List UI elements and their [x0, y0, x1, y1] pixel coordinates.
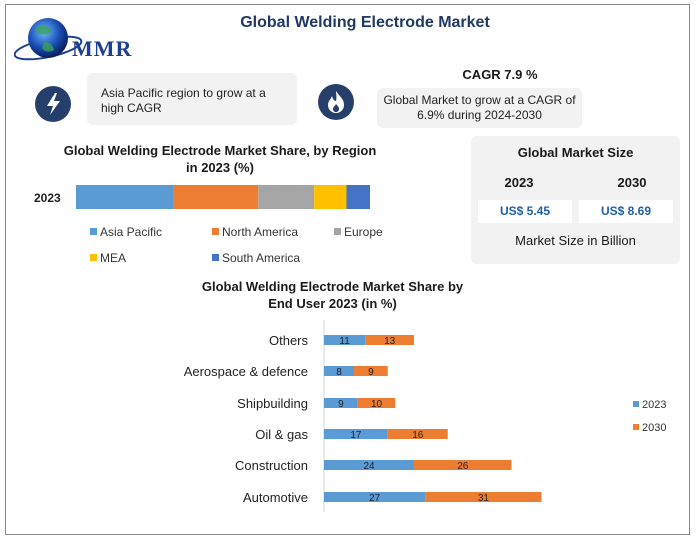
- bar-segment-europe: [258, 185, 315, 209]
- asia-callout: Asia Pacific region to grow at a high CA…: [87, 73, 297, 125]
- data-label-shipbuilding-2030: 10: [371, 399, 383, 410]
- bar-oil-gas-2023: [324, 429, 388, 439]
- data-label-automotive-2023: 27: [369, 493, 381, 504]
- legend-swatch-mea: [90, 254, 97, 261]
- data-label-automotive-2030: 31: [478, 493, 490, 504]
- legend-label-2023: 2023: [642, 399, 666, 411]
- legend-swatch-europe: [334, 228, 341, 235]
- data-label-others-2023: 11: [339, 336, 350, 347]
- legend-swatch-2023: [633, 401, 639, 407]
- category-label-shipbuilding: Shipbuilding: [237, 396, 308, 411]
- value-2030: US$ 8.69: [579, 200, 673, 223]
- globe-icon: [13, 18, 83, 61]
- bar-construction-2023: [324, 460, 414, 470]
- bar-shipbuilding-2023: [324, 398, 358, 408]
- category-label-oil-gas: Oil & gas: [255, 427, 308, 442]
- legend-label-north-america: North America: [222, 225, 298, 239]
- cagr-label: CAGR 7.9 %: [462, 67, 538, 82]
- data-label-shipbuilding-2023: 9: [338, 399, 344, 410]
- category-label-automotive: Automotive: [243, 490, 308, 505]
- data-label-oil-gas-2023: 17: [350, 430, 362, 441]
- region-chart: 2023 Asia Pacific North America Europe MEA So…: [34, 185, 383, 265]
- market-size-box: Global Market Size 2023 2030 US$ 5.45 US…: [471, 136, 680, 264]
- flame-icon: [318, 84, 354, 120]
- category-label-construction: Construction: [235, 458, 308, 473]
- mmr-logo: MMR: [13, 12, 154, 68]
- asia-callout-text: Asia Pacific region to grow at a high CA…: [101, 86, 266, 115]
- enduser-chart: Others 11 13 Aerospace & defence 8 9 Shipbuild…: [184, 320, 666, 512]
- market-size-title: Global Market Size: [517, 145, 634, 160]
- year-2023-label: 2023: [504, 175, 534, 190]
- cagr-callout-text: Global Market to grow at a CAGR of 6.9% …: [383, 93, 576, 122]
- bar-automotive-2023: [324, 492, 426, 502]
- category-label-aerospace-defence: Aerospace & defence: [184, 364, 308, 379]
- bar-construction-2030: [414, 460, 512, 470]
- region-chart-title: Global Welding Electrode Market Share, b…: [63, 143, 377, 175]
- legend-label-2030: 2030: [642, 422, 666, 434]
- lightning-icon: [35, 86, 71, 122]
- legend-swatch-north-america: [212, 228, 219, 235]
- outer-frame: [5, 4, 690, 535]
- legend-label-mea: MEA: [100, 251, 126, 265]
- legend-swatch-asia-pacific: [90, 228, 97, 235]
- logo-text: MMR: [72, 36, 133, 61]
- legend-label-asia-pacific: Asia Pacific: [100, 225, 162, 239]
- category-label: 2023: [34, 191, 61, 205]
- cagr-callout: Global Market to grow at a CAGR of 6.9% …: [377, 88, 582, 128]
- bar-automotive-2030: [425, 492, 542, 502]
- bar-others-2023: [324, 335, 366, 345]
- bar-others-2030: [365, 335, 414, 345]
- bar-shipbuilding-2030: [357, 398, 396, 408]
- legend-label-europe: Europe: [344, 225, 383, 239]
- legend-swatch-south-america: [212, 254, 219, 261]
- data-label-aerospace-defence-2030: 9: [368, 367, 374, 378]
- bar-segment-north-america: [173, 185, 259, 209]
- year-2030-label: 2030: [617, 175, 647, 190]
- bar-segment-asia-pacific: [76, 185, 174, 209]
- data-label-construction-2030: 26: [457, 461, 469, 472]
- data-label-construction-2023: 24: [363, 461, 375, 472]
- market-size-footer: Market Size in Billion: [515, 233, 636, 248]
- value-2023: US$ 5.45: [478, 200, 572, 223]
- enduser-chart-title: Global Welding Electrode Market Share by…: [201, 279, 464, 311]
- category-label-others: Others: [269, 333, 309, 348]
- bar-aerospace-defence-2023: [324, 366, 354, 376]
- data-label-aerospace-defence-2023: 8: [336, 367, 342, 378]
- bar-segment-south-america: [346, 185, 370, 209]
- data-label-oil-gas-2030: 16: [412, 430, 424, 441]
- bar-segment-mea: [314, 185, 347, 209]
- legend-label-south-america: South America: [222, 251, 300, 265]
- bar-aerospace-defence-2030: [354, 366, 388, 376]
- bar-oil-gas-2030: [387, 429, 448, 439]
- data-label-others-2030: 13: [384, 336, 396, 347]
- legend-swatch-2030: [633, 424, 639, 430]
- page-title: Global Welding Electrode Market: [240, 14, 490, 31]
